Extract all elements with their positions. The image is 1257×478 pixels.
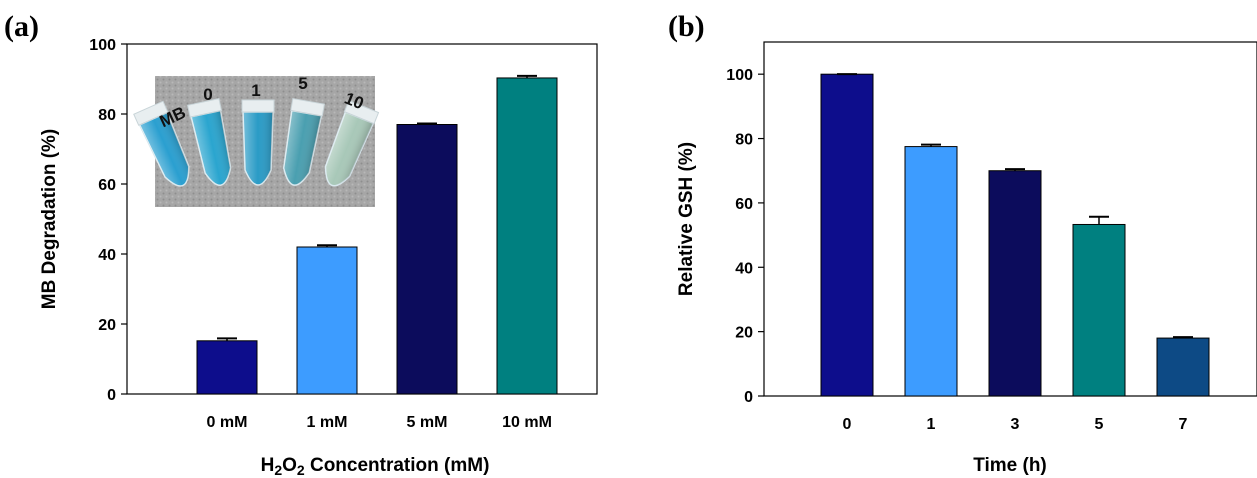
panel-a-bars xyxy=(196,74,558,395)
y-tick-label: 40 xyxy=(98,247,116,264)
tube-cap xyxy=(290,98,325,117)
panel-b-bars xyxy=(820,73,1210,397)
inset-tube xyxy=(241,99,275,186)
bar xyxy=(396,124,458,395)
y-tick-label: 80 xyxy=(98,107,116,124)
panel-b-y-axis-title: Relative GSH (%) xyxy=(676,142,697,296)
x-tick-label: 1 xyxy=(927,416,936,433)
x-tick-label: 0 xyxy=(843,416,852,433)
y-tick-label: 100 xyxy=(726,67,753,84)
bar xyxy=(296,246,358,395)
tube-shade xyxy=(283,110,322,186)
bar xyxy=(988,170,1042,397)
inset-tubes xyxy=(133,98,380,187)
panel-b-x-ticks: 0 1 3 5 7 xyxy=(843,416,1188,433)
y-tick-label: 0 xyxy=(744,389,753,406)
panel-a-y-axis-title: MB Degradation (%) xyxy=(39,129,60,310)
inset-photo: MB0 1 510 xyxy=(133,74,380,207)
y-tick-label: 20 xyxy=(735,325,753,342)
inset-tube xyxy=(324,99,380,187)
inset-label: 1 xyxy=(251,81,260,100)
inset-label: 0 xyxy=(203,85,212,104)
y-tick-label: 80 xyxy=(735,132,753,149)
bar xyxy=(904,146,958,397)
panel-b-label: (b) xyxy=(668,10,705,43)
y-tick-label: 40 xyxy=(735,260,753,277)
x-tick-label: 0 mM xyxy=(207,414,248,431)
y-tick-label: 60 xyxy=(735,196,753,213)
tube-cap xyxy=(343,99,380,125)
x-tick-label: 3 xyxy=(1011,416,1020,433)
tube-cap xyxy=(133,100,169,126)
inset-tube xyxy=(133,100,190,187)
inset-tube xyxy=(187,98,232,186)
inset-label: 5 xyxy=(298,74,307,93)
bar xyxy=(1072,223,1126,397)
y-tick-label: 60 xyxy=(98,177,116,194)
tube-cap xyxy=(241,99,275,113)
x-title-o: O xyxy=(282,455,297,476)
y-tick-label: 0 xyxy=(107,387,116,404)
bar xyxy=(496,77,558,395)
x-tick-label: 10 mM xyxy=(502,414,552,431)
tube-cap xyxy=(187,98,223,118)
panel-b-x-axis-title: Time (h) xyxy=(973,455,1047,476)
tube-shade xyxy=(243,112,273,185)
x-title-sub2: 2 xyxy=(297,462,305,478)
panel-a-plot-frame xyxy=(126,43,598,395)
panel-a-x-axis-title: H2O2 Concentration (mM) xyxy=(261,455,490,478)
y-tick-label: 20 xyxy=(98,317,116,334)
bar xyxy=(196,340,258,395)
tube-shade xyxy=(191,110,231,186)
panel-b-y-ticks: 0 20 40 60 80 100 xyxy=(726,67,764,406)
x-title-sub1: 2 xyxy=(274,462,282,478)
panel-a-label: (a) xyxy=(4,10,39,43)
y-tick-label: 100 xyxy=(89,37,116,54)
inset-tube xyxy=(282,98,325,186)
bar xyxy=(820,73,874,397)
bar xyxy=(1156,337,1210,397)
tube-shade xyxy=(325,112,374,186)
x-title-rest: Concentration (mM) xyxy=(305,455,490,476)
x-tick-label: 5 mM xyxy=(407,414,448,431)
tube-shade xyxy=(139,112,189,186)
x-title-h: H xyxy=(261,455,275,476)
x-tick-label: 5 xyxy=(1095,416,1104,433)
x-tick-label: 1 mM xyxy=(307,414,348,431)
x-tick-label: 7 xyxy=(1179,416,1188,433)
panel-a-y-ticks: 0 20 40 60 80 100 xyxy=(89,37,127,404)
panel-a-x-ticks: 0 mM 1 mM 5 mM 10 mM xyxy=(207,414,552,431)
